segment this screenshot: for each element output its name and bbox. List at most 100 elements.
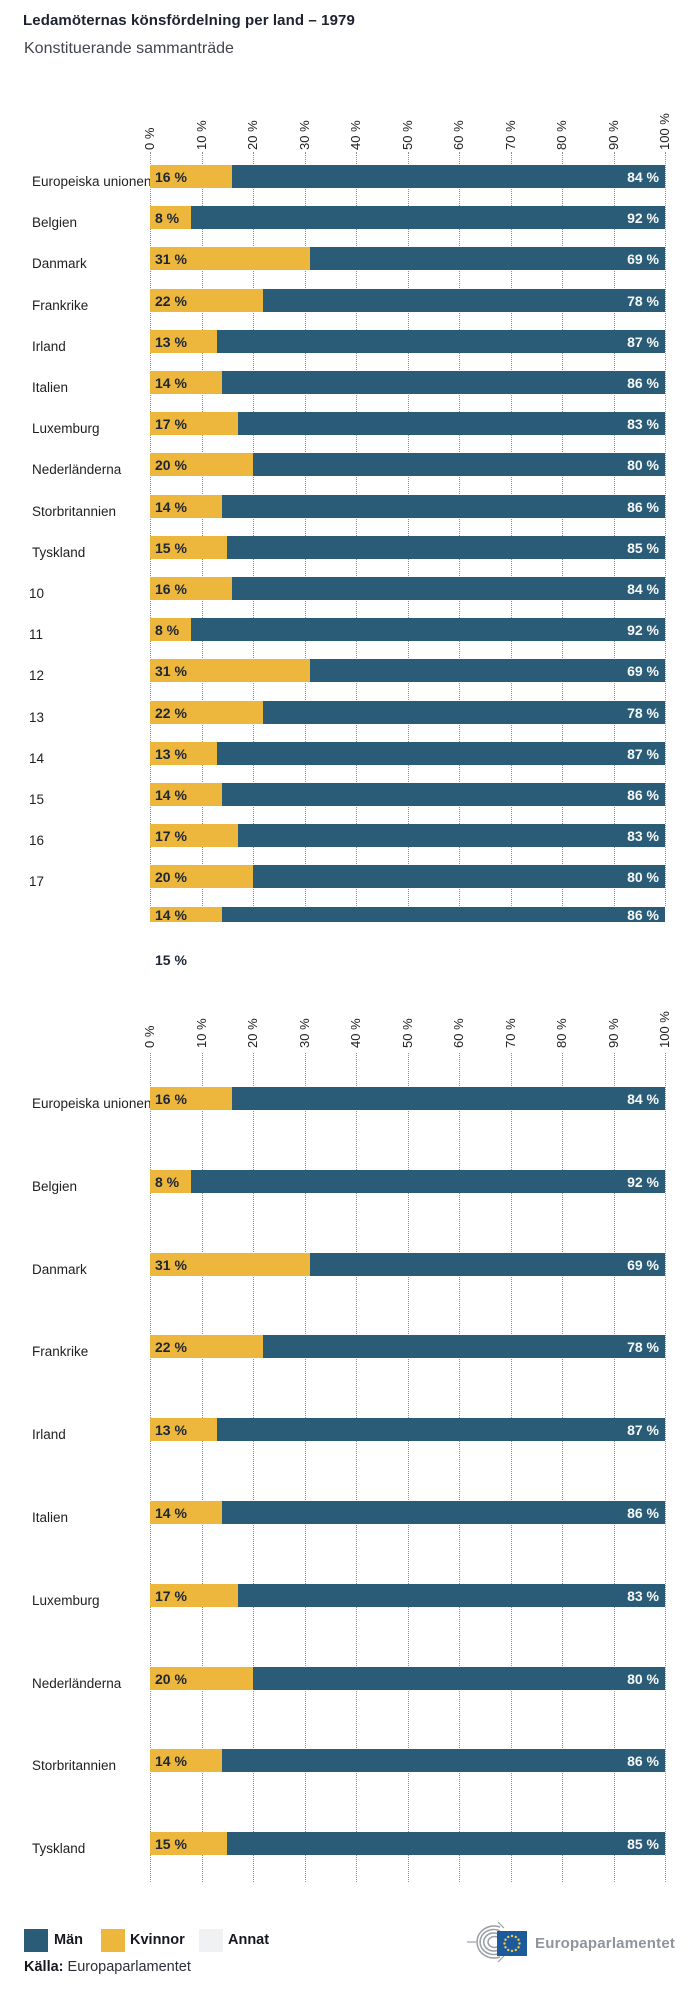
bar-segment-man <box>191 206 665 229</box>
bar-segment-kvinnor <box>150 1832 228 1855</box>
gridline <box>356 152 357 906</box>
value-label-man: 92 % <box>627 621 659 638</box>
value-label-kvinnor: 14 % <box>155 907 187 922</box>
legend-swatch-kvinnor <box>101 1929 125 1952</box>
europaparlamentet-logo: Europaparlamentet <box>461 1918 691 1968</box>
source-label: Källa: <box>24 1959 64 1975</box>
axis-tick-label: 80 % <box>554 120 569 150</box>
value-label-kvinnor: 16 % <box>155 1090 187 1107</box>
stacked-bar: 22 % 78 % <box>150 701 665 724</box>
value-label-kvinnor: 14 % <box>155 786 187 803</box>
stacked-bar: 8 % 92 % <box>150 1170 665 1193</box>
bar-segment-man <box>237 1584 665 1607</box>
bar-segment-man <box>216 1418 665 1441</box>
axis-tick-label: 10 % <box>193 120 209 150</box>
value-label-man: 83 % <box>627 1587 659 1604</box>
bar-segment-man <box>232 165 665 188</box>
value-label-kvinnor: 20 % <box>155 868 187 885</box>
value-label-man: 69 % <box>627 1256 659 1273</box>
value-label-man: 86 % <box>627 1504 659 1521</box>
row-label: 11 <box>29 627 44 642</box>
value-label-man: 86 % <box>627 1752 659 1769</box>
bar-segment-man <box>263 289 665 312</box>
axis-tick-label: 90 % <box>605 1018 621 1048</box>
axis-tick-label: 40 % <box>348 120 363 150</box>
value-label-kvinnor: 13 % <box>155 333 187 350</box>
source-line: Källa: Europaparlamentet <box>24 1959 191 1975</box>
value-label-man: 92 % <box>627 1173 659 1190</box>
value-label-man: 86 % <box>627 786 659 803</box>
value-label-kvinnor: 15 % <box>155 952 187 968</box>
bar-segment-man <box>191 618 665 641</box>
axis-tick-label: 20 % <box>245 1018 260 1048</box>
bar-segment-man <box>253 865 665 888</box>
bar-segment-kvinnor <box>150 907 223 922</box>
stacked-bar: 31 % 69 % <box>150 247 665 270</box>
value-label-kvinnor: 8 % <box>155 209 180 226</box>
value-label-kvinnor: 20 % <box>155 456 187 473</box>
value-label-man: 86 % <box>627 498 659 515</box>
row-label: 17 <box>29 874 45 889</box>
axis-tick-label: 90 % <box>605 120 621 150</box>
value-label-kvinnor: 17 % <box>155 1587 187 1604</box>
axis-tick-label: 20 % <box>245 120 260 150</box>
stacked-bar: 17 % 83 % <box>150 1584 665 1607</box>
stacked-bar: 13 % 87 % <box>150 742 665 765</box>
row-label: Luxemburg <box>32 1593 100 1608</box>
value-label-man: 85 % <box>627 539 659 556</box>
stacked-bar: 8 % 92 % <box>150 618 665 641</box>
row-label: Frankrike <box>32 298 89 313</box>
value-label-kvinnor: 16 % <box>155 168 187 185</box>
page-title: Ledamöternas könsfördelning per land – 1… <box>23 12 355 29</box>
bar-segment-man <box>309 1253 665 1276</box>
bar-segment-kvinnor <box>150 1170 192 1193</box>
row-label: Luxemburg <box>32 421 100 436</box>
bar-segment-kvinnor <box>150 289 264 312</box>
value-label-kvinnor: 14 % <box>155 498 187 515</box>
axis-tick-label: 70 % <box>502 1018 518 1048</box>
legend-swatch-män <box>24 1929 48 1952</box>
legend-label-kvinnor: Kvinnor <box>130 1932 185 1948</box>
row-label: Danmark <box>32 1262 87 1277</box>
legend-label-annat: Annat <box>228 1932 270 1948</box>
bar-segment-man <box>191 1170 665 1193</box>
stacked-bar: 8 % 92 % <box>150 206 665 229</box>
bar-segment-kvinnor <box>150 536 228 559</box>
value-label-kvinnor: 22 % <box>155 1338 187 1355</box>
bar-segment-man <box>253 1667 665 1690</box>
stacked-bar: 16 % 84 % <box>150 1087 665 1110</box>
bar-segment-kvinnor <box>150 412 238 435</box>
row-label: Tyskland <box>32 545 86 560</box>
row-label: Belgien <box>32 215 78 230</box>
stacked-bar: 20 % 80 % <box>150 453 665 476</box>
value-label-kvinnor: 15 % <box>155 1835 187 1852</box>
value-label-man: 84 % <box>627 168 659 185</box>
row-label: Frankrike <box>32 1344 89 1359</box>
bar-segment-kvinnor <box>150 1253 310 1276</box>
value-label-man: 69 % <box>627 662 659 679</box>
gridline <box>201 1053 203 1882</box>
value-label-man: 69 % <box>627 250 659 267</box>
eu-flag-stars <box>503 1934 521 1953</box>
bar-segment-man <box>222 1749 665 1772</box>
bar-segment-man <box>222 783 665 806</box>
value-label-kvinnor: 22 % <box>155 292 187 309</box>
value-label-man: 80 % <box>627 868 659 885</box>
axis-tick-label: 60 % <box>451 120 466 150</box>
bar-segment-kvinnor <box>150 1667 253 1690</box>
eu-flag <box>497 1931 527 1956</box>
bar-segment-man <box>309 659 665 682</box>
bar-segment-man <box>263 701 665 724</box>
row-label: Irland <box>32 339 66 354</box>
gridline <box>665 1053 666 1882</box>
axis-tick-label: 0 % <box>142 127 157 150</box>
bar-segment-man <box>222 371 665 394</box>
parliament-hemicycle-icon <box>467 1921 527 1963</box>
value-label-man: 83 % <box>627 415 659 432</box>
bar-segment-man <box>309 247 665 270</box>
gridline <box>304 1053 306 1882</box>
stacked-bar: 16 % 84 % <box>150 165 665 188</box>
row-label: Storbritannien <box>32 504 117 519</box>
row-label: 13 <box>29 710 45 725</box>
